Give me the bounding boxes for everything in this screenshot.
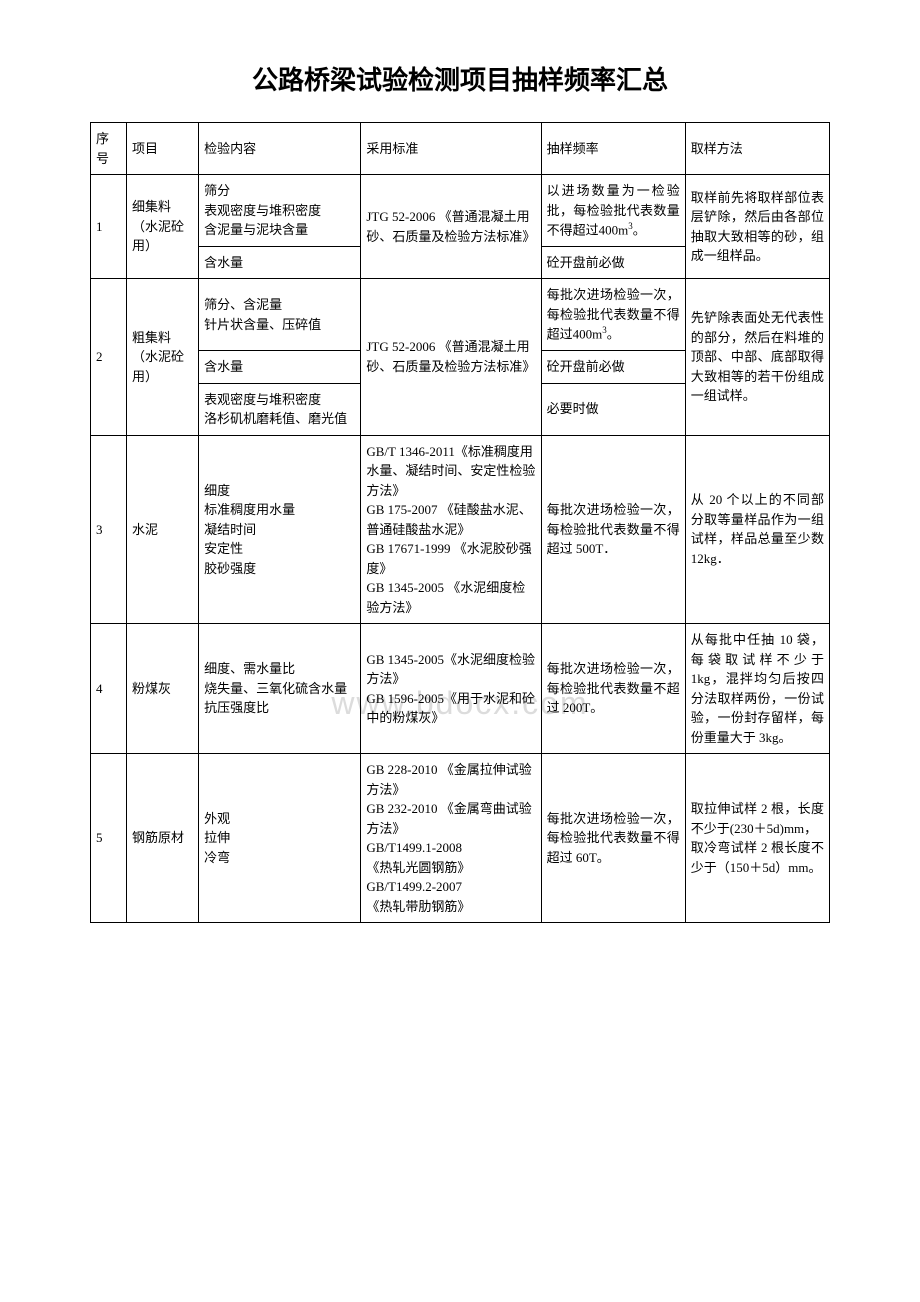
cell-method: 从 20 个以上的不同部分取等量样品作为一组试样，样品总量至少数 12kg． (685, 435, 829, 624)
cell-content: 细度、需水量比烧失量、三氧化硫含水量抗压强度比 (199, 624, 361, 754)
cell-method: 取样前先将取样部位表层铲除，然后由各部位抽取大致相等的砂，组成一组样品。 (685, 175, 829, 279)
table-row: 5 钢筋原材 外观拉伸冷弯 GB 228-2010 《金属拉伸试验方法》GB 2… (91, 754, 830, 923)
header-content: 检验内容 (199, 123, 361, 175)
page-title: 公路桥梁试验检测项目抽样频率汇总 (90, 60, 830, 97)
cell-freq: 必要时做 (541, 383, 685, 435)
cell-seq: 3 (91, 435, 127, 624)
cell-freq: 砼开盘前必做 (541, 351, 685, 384)
cell-seq: 5 (91, 754, 127, 923)
cell-freq: 每批次进场检验一次，每检验批代表数量不得超过400m3。 (541, 279, 685, 351)
cell-item: 粉煤灰 (127, 624, 199, 754)
cell-standard: GB 1345-2005《水泥细度检验方法》GB 1596-2005《用于水泥和… (361, 624, 541, 754)
header-freq: 抽样频率 (541, 123, 685, 175)
cell-standard: GB/T 1346-2011《标准稠度用水量、凝结时间、安定性检验方法》GB 1… (361, 435, 541, 624)
header-seq: 序号 (91, 123, 127, 175)
cell-item: 钢筋原材 (127, 754, 199, 923)
cell-freq: 每批次进场检验一次，每检验批代表数量不超过 200T。 (541, 624, 685, 754)
cell-content: 筛分表观密度与堆积密度含泥量与泥块含量 (199, 175, 361, 247)
cell-content: 外观拉伸冷弯 (199, 754, 361, 923)
table-header-row: 序号 项目 检验内容 采用标准 抽样频率 取样方法 (91, 123, 830, 175)
cell-standard: JTG 52-2006 《普通混凝土用砂、石质量及检验方法标准》 (361, 175, 541, 279)
cell-content: 含水量 (199, 246, 361, 279)
cell-seq: 2 (91, 279, 127, 435)
cell-content: 筛分、含泥量针片状含量、压碎值 (199, 279, 361, 351)
table-row: 3 水泥 细度标准稠度用水量凝结时间安定性胶砂强度 GB/T 1346-2011… (91, 435, 830, 624)
cell-standard: JTG 52-2006 《普通混凝土用砂、石质量及检验方法标准》 (361, 279, 541, 435)
header-method: 取样方法 (685, 123, 829, 175)
cell-content: 细度标准稠度用水量凝结时间安定性胶砂强度 (199, 435, 361, 624)
cell-freq: 每批次进场检验一次，每检验批代表数量不得超过 500T． (541, 435, 685, 624)
cell-method: 取拉伸试样 2 根，长度不少于(230＋5d)mm，取冷弯试样 2 根长度不少于… (685, 754, 829, 923)
cell-item: 粗集料（水泥砼用） (127, 279, 199, 435)
cell-freq: 每批次进场检验一次，每检验批代表数量不得超过 60T。 (541, 754, 685, 923)
cell-freq: 砼开盘前必做 (541, 246, 685, 279)
cell-standard: GB 228-2010 《金属拉伸试验方法》GB 232-2010 《金属弯曲试… (361, 754, 541, 923)
cell-seq: 4 (91, 624, 127, 754)
cell-item: 细集料（水泥砼用） (127, 175, 199, 279)
cell-item: 水泥 (127, 435, 199, 624)
cell-method: 从每批中任抽 10 袋，每袋取试样不少于 1kg，混拌均匀后按四分法取样两份，一… (685, 624, 829, 754)
table-row: 4 粉煤灰 细度、需水量比烧失量、三氧化硫含水量抗压强度比 GB 1345-20… (91, 624, 830, 754)
header-standard: 采用标准 (361, 123, 541, 175)
cell-content: 表观密度与堆积密度洛杉矶机磨耗值、磨光值 (199, 383, 361, 435)
cell-method: 先铲除表面处无代表性的部分，然后在料堆的顶部、中部、底部取得大致相等的若干份组成… (685, 279, 829, 435)
main-table: 序号 项目 检验内容 采用标准 抽样频率 取样方法 1 细集料（水泥砼用） 筛分… (90, 122, 830, 923)
cell-freq: 以进场数量为一检验批，每检验批代表数量不得超过400m3。 (541, 175, 685, 247)
cell-seq: 1 (91, 175, 127, 279)
header-item: 项目 (127, 123, 199, 175)
cell-content: 含水量 (199, 351, 361, 384)
table-row: 2 粗集料（水泥砼用） 筛分、含泥量针片状含量、压碎值 JTG 52-2006 … (91, 279, 830, 351)
table-row: 1 细集料（水泥砼用） 筛分表观密度与堆积密度含泥量与泥块含量 JTG 52-2… (91, 175, 830, 247)
